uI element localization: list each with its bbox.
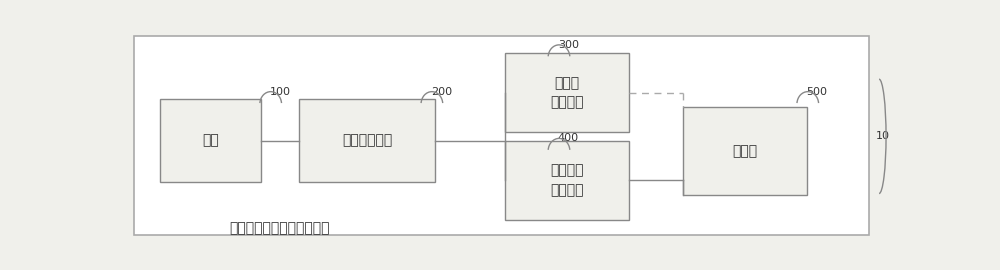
Text: 400: 400 xyxy=(558,133,579,143)
Bar xyxy=(299,99,435,182)
Text: 第一低压
转换电路: 第一低压 转换电路 xyxy=(550,163,584,197)
Bar xyxy=(683,107,807,195)
Text: 100: 100 xyxy=(270,87,290,97)
Text: 输入控制电路: 输入控制电路 xyxy=(342,133,392,147)
Text: 控制器: 控制器 xyxy=(732,144,758,158)
Text: 电机控制器的电源管理系统: 电机控制器的电源管理系统 xyxy=(230,221,330,235)
Text: 驱动板
电源电路: 驱动板 电源电路 xyxy=(550,76,584,109)
Bar xyxy=(505,53,629,132)
Text: 200: 200 xyxy=(431,87,452,97)
Text: 电源: 电源 xyxy=(202,133,219,147)
Text: 500: 500 xyxy=(807,87,828,97)
Bar xyxy=(160,99,261,182)
Text: 300: 300 xyxy=(558,40,579,50)
Text: 10: 10 xyxy=(876,131,890,141)
Bar xyxy=(505,140,629,220)
